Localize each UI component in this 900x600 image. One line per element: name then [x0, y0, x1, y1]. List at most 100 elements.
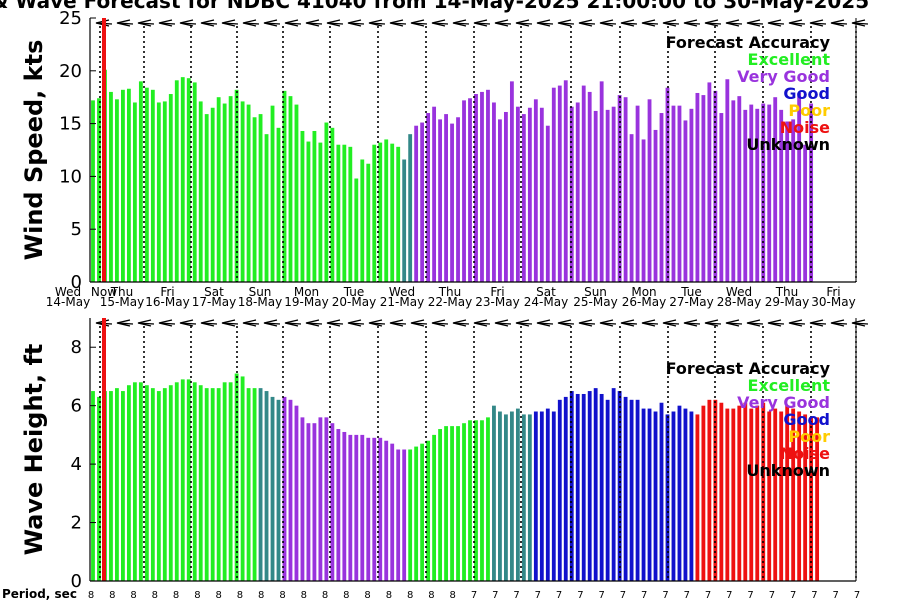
- bar-1-79: [563, 396, 568, 581]
- day-labels: NowWed14-MayThu15-MayFri16-MaySat17-MayS…: [46, 285, 856, 309]
- legend-entry-0-0: Excellent: [748, 50, 831, 69]
- direction-arrow-0-11: [326, 19, 344, 27]
- bar-0-39: [324, 122, 329, 282]
- y-axis-label-1: Wave Height, ft: [20, 344, 48, 556]
- bar-0-117: [791, 119, 796, 282]
- legend-entry-1-2: Good: [783, 410, 830, 429]
- bar-0-76: [545, 125, 550, 283]
- period-value-31: 7: [747, 590, 753, 600]
- bar-1-7: [132, 382, 137, 581]
- bar-0-8: [138, 81, 143, 282]
- period-value-21: 7: [535, 590, 541, 600]
- bar-1-83: [587, 391, 592, 581]
- bar-1-21: [216, 388, 221, 581]
- day-name-1: Thu: [110, 285, 134, 299]
- period-value-32: 7: [769, 590, 775, 600]
- bar-1-4: [115, 388, 119, 581]
- day-date-3: 17-May: [192, 295, 236, 309]
- bar-1-32: [282, 396, 287, 581]
- day-date-0: 14-May: [46, 295, 90, 309]
- bar-1-119: [803, 414, 808, 581]
- direction-arrow-1-20: [515, 319, 533, 327]
- legend-entry-1-5: Unknown: [746, 461, 830, 480]
- bar-0-11: [156, 102, 161, 282]
- bar-1-17: [192, 382, 197, 581]
- bar-0-4: [115, 99, 119, 282]
- bar-0-50: [390, 143, 395, 282]
- bar-1-49: [384, 440, 389, 581]
- day-name-0: Wed: [55, 285, 81, 299]
- bar-0-30: [270, 105, 275, 283]
- day-name-10: Sat: [536, 285, 556, 299]
- y-tick-label-0-0: 0: [71, 272, 82, 293]
- direction-arrow-0-28: [683, 19, 701, 27]
- day-date-10: 24-May: [524, 295, 568, 309]
- bar-0-48: [378, 142, 383, 282]
- bar-1-85: [599, 393, 604, 581]
- bar-1-46: [366, 437, 371, 581]
- bar-1-63: [468, 420, 472, 581]
- bar-0-111: [755, 108, 760, 282]
- bar-1-76: [545, 408, 550, 581]
- bar-1-22: [222, 382, 227, 581]
- y-tick-label-0-2: 10: [59, 166, 82, 187]
- bar-0-47: [372, 144, 377, 282]
- direction-arrow-1-16: [431, 319, 449, 327]
- bar-1-98: [677, 405, 682, 581]
- bar-0-92: [641, 139, 646, 282]
- period-value-16: 8: [428, 590, 434, 600]
- bar-1-50: [390, 443, 395, 581]
- bar-1-45: [360, 434, 365, 581]
- y-axis-label-0: Wind Speed, kts: [20, 40, 48, 261]
- bar-0-43: [348, 146, 353, 282]
- bar-1-43: [348, 434, 353, 581]
- legend-entry-1-1: Very Good: [737, 393, 830, 412]
- direction-arrow-0-3: [158, 19, 176, 27]
- bar-1-120: [809, 417, 814, 581]
- bar-0-59: [444, 114, 448, 282]
- direction-arrow-1-28: [683, 319, 701, 327]
- y-tick-label-0-1: 5: [71, 219, 82, 240]
- period-value-12: 8: [343, 590, 349, 600]
- bar-0-67: [492, 102, 496, 282]
- bar-1-68: [498, 411, 502, 581]
- bar-0-44: [354, 178, 359, 282]
- day-name-8: Thu: [438, 285, 462, 299]
- direction-arrow-1-11: [326, 319, 344, 327]
- bar-0-98: [677, 105, 682, 283]
- direction-arrow-1-6: [221, 319, 239, 327]
- bar-0-77: [551, 87, 556, 282]
- bar-1-27: [252, 388, 257, 581]
- bar-0-65: [480, 91, 484, 282]
- direction-arrow-1-22: [557, 319, 575, 327]
- bar-0-115: [779, 109, 784, 283]
- period-value-3: 8: [152, 590, 158, 600]
- direction-arrow-1-29: [704, 319, 722, 327]
- bar-0-81: [575, 102, 580, 282]
- bar-1-60: [450, 426, 454, 581]
- bar-0-56: [426, 113, 431, 282]
- bar-1-72: [521, 414, 526, 581]
- direction-arrow-0-27: [662, 19, 680, 27]
- direction-arrow-0-19: [494, 19, 512, 27]
- bar-0-61: [456, 117, 460, 282]
- bar-0-84: [593, 110, 598, 283]
- bar-0-42: [342, 144, 347, 282]
- bar-0-12: [162, 101, 167, 282]
- bar-0-49: [384, 139, 389, 282]
- bar-1-114: [773, 408, 778, 581]
- bar-0-102: [701, 95, 706, 282]
- period-value-22: 7: [556, 590, 562, 600]
- bar-0-3: [109, 91, 113, 282]
- legend-entry-1-0: Excellent: [748, 376, 831, 395]
- y-tick-label-1-0: 0: [71, 571, 82, 592]
- bar-1-39: [324, 417, 329, 581]
- bar-0-87: [611, 106, 616, 282]
- bar-0-46: [366, 163, 371, 282]
- day-name-15: Thu: [775, 285, 799, 299]
- bar-1-87: [611, 388, 616, 581]
- bar-1-73: [527, 414, 532, 581]
- wave-height-panel: 0 2 4 6 8 Wave Height, ft Forecast AccuracyExc…: [20, 318, 869, 592]
- direction-arrow-0-7: [242, 19, 260, 27]
